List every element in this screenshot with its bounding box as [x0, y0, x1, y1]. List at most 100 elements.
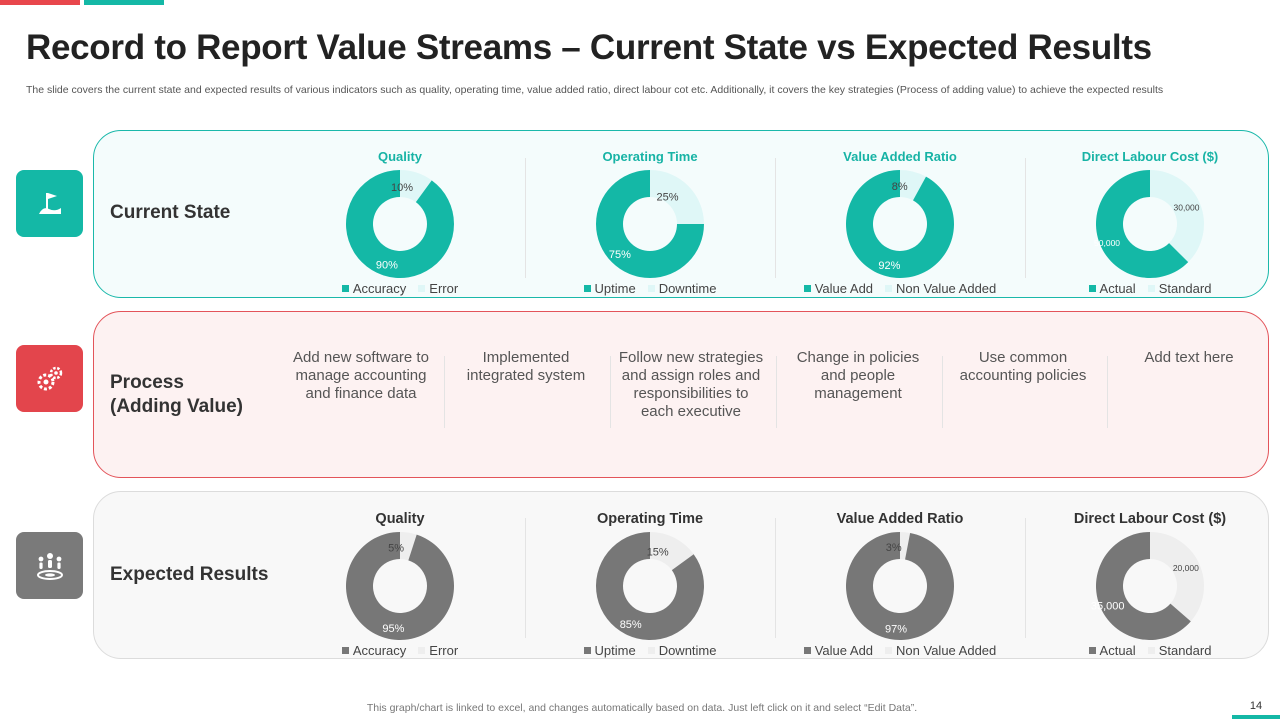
column-divider [942, 356, 943, 428]
donut-chart-current-1: Quality 90% 10% Accuracy Error [280, 136, 520, 301]
chart-legend: Actual Standard [1030, 281, 1270, 296]
donut-svg: 92% 8% [846, 170, 954, 278]
legend-label: Uptime [594, 643, 636, 658]
column-divider [776, 356, 777, 428]
legend-item: Non Value Added [885, 643, 996, 658]
expected-results-label: Expected Results [110, 564, 269, 585]
legend-item: Uptime [583, 643, 636, 658]
donut-svg: 50,000 30,000 [1094, 170, 1204, 278]
donut-slice-accuracy [346, 170, 454, 278]
donut-svg: 97% 3% [846, 532, 954, 640]
legend-label: Actual [1099, 643, 1136, 658]
data-label: 20,000 [1173, 563, 1199, 573]
donut-slice-uptime [596, 170, 704, 278]
legend-label: Actual [1099, 281, 1136, 296]
legend-item: Value Add [803, 643, 874, 658]
legend-label: Uptime [594, 281, 636, 296]
process-item: Use common accounting policies [959, 349, 1087, 384]
legend-item: Value Add [803, 281, 873, 296]
data-label: 92% [878, 260, 900, 272]
chart-legend: Accuracy Error [280, 643, 520, 658]
process-item: Add text here [1144, 349, 1234, 366]
donut-slice-error [400, 532, 417, 561]
top-accent-teal [84, 0, 164, 5]
legend-label: Downtime [658, 281, 717, 296]
chart-title: Direct Labour Cost ($) [1081, 149, 1219, 164]
legend-swatch [583, 285, 591, 292]
legend-swatch [583, 647, 591, 654]
legend-item: Error [418, 281, 458, 296]
data-label: 75% [609, 249, 631, 261]
donut-svg: 85% 15% [596, 532, 704, 640]
donut-chart-expected-3: Value Added Ratio 97% 3% Value Add Non Value… [780, 498, 1020, 663]
chart-title: Quality [375, 511, 425, 527]
legend-item: Non Value Added [885, 281, 996, 296]
column-divider [775, 518, 776, 638]
chart-title: Operating Time [602, 149, 698, 164]
chart-title: Operating Time [596, 511, 704, 527]
donut-slice-non-value-added [900, 170, 927, 201]
legend-item: Error [418, 643, 458, 658]
page-subtitle: The slide covers the current state and e… [26, 84, 1164, 96]
legend-label: Standard [1158, 281, 1212, 296]
donut-chart-current-4: Direct Labour Cost ($) 50,000 30,000 Actual… [1030, 136, 1270, 301]
legend-swatch [885, 285, 893, 292]
donut-slice-actual [1096, 170, 1189, 278]
legend-label: Accuracy [352, 281, 407, 296]
donut-slice-downtime [650, 170, 704, 224]
legend-label: Accuracy [352, 643, 407, 658]
column-divider [775, 158, 776, 278]
process-label-line1: Process [110, 372, 184, 393]
chart-legend: Value Add Non Value Added [780, 643, 1020, 658]
chart-legend: Uptime Downtime [530, 643, 770, 658]
donut-chart-expected-2: Operating Time 85% 15% Uptime Downtime [530, 498, 770, 663]
chart-legend: Actual Standard [1030, 643, 1270, 658]
process-label-line2: (Adding Value) [110, 396, 243, 417]
donut-chart-expected-1: Quality 95% 5% Accuracy Error [280, 498, 520, 663]
legend-label: Error [429, 281, 459, 296]
data-label: 95% [382, 623, 404, 635]
data-label: 8% [892, 181, 908, 193]
legend-swatch [803, 647, 811, 654]
process-item: Change in policies and people management [796, 349, 920, 402]
donut-chart-current-2: Operating Time 75% 25% Uptime Downtime [530, 136, 770, 301]
data-label: 15% [647, 546, 669, 558]
page-title: Record to Report Value Streams – Current… [26, 28, 1152, 67]
column-divider [1107, 356, 1108, 428]
donut-svg: 90% 10% [346, 170, 454, 278]
data-label: 3% [886, 542, 902, 554]
gears-icon [16, 345, 83, 412]
donut-chart-expected-4: Direct Labour Cost ($) 35,000 20,000 Actual… [1030, 498, 1270, 663]
legend-item: Actual [1088, 281, 1136, 296]
legend-item: Accuracy [341, 643, 407, 658]
data-label: 30,000 [1173, 202, 1199, 212]
legend-label: Error [429, 643, 459, 658]
chart-title: Quality [377, 149, 423, 164]
chart-title: Direct Labour Cost ($) [1073, 511, 1227, 527]
chart-legend: Accuracy Error [280, 281, 520, 296]
legend-item: Standard [1147, 643, 1212, 658]
legend-label: Downtime [658, 643, 717, 658]
legend-swatch [647, 285, 655, 292]
donut-slice-standard [1150, 532, 1204, 622]
chart-title: Value Added Ratio [843, 149, 957, 164]
column-divider [1025, 518, 1026, 638]
legend-item: Accuracy [341, 281, 407, 296]
donut-slice-value-add [846, 170, 954, 278]
legend-label: Value Add [814, 643, 874, 658]
legend-label: Non Value Added [896, 281, 997, 296]
donut-slice-error [400, 170, 432, 203]
chart-title: Value Added Ratio [836, 511, 964, 527]
donut-svg: 75% 25% [596, 170, 704, 278]
data-label: 25% [657, 191, 679, 203]
donut-slice-accuracy [346, 532, 454, 640]
donut-slice-downtime [650, 532, 694, 571]
legend-swatch [803, 285, 811, 292]
data-label: 10% [391, 182, 413, 194]
legend-swatch [418, 647, 426, 654]
donut-slice-standard [1150, 170, 1204, 263]
process-panel [93, 311, 1269, 478]
legend-label: Standard [1158, 643, 1212, 658]
page-number: 14 [1249, 700, 1263, 712]
data-label: 50,000 [1094, 238, 1120, 248]
